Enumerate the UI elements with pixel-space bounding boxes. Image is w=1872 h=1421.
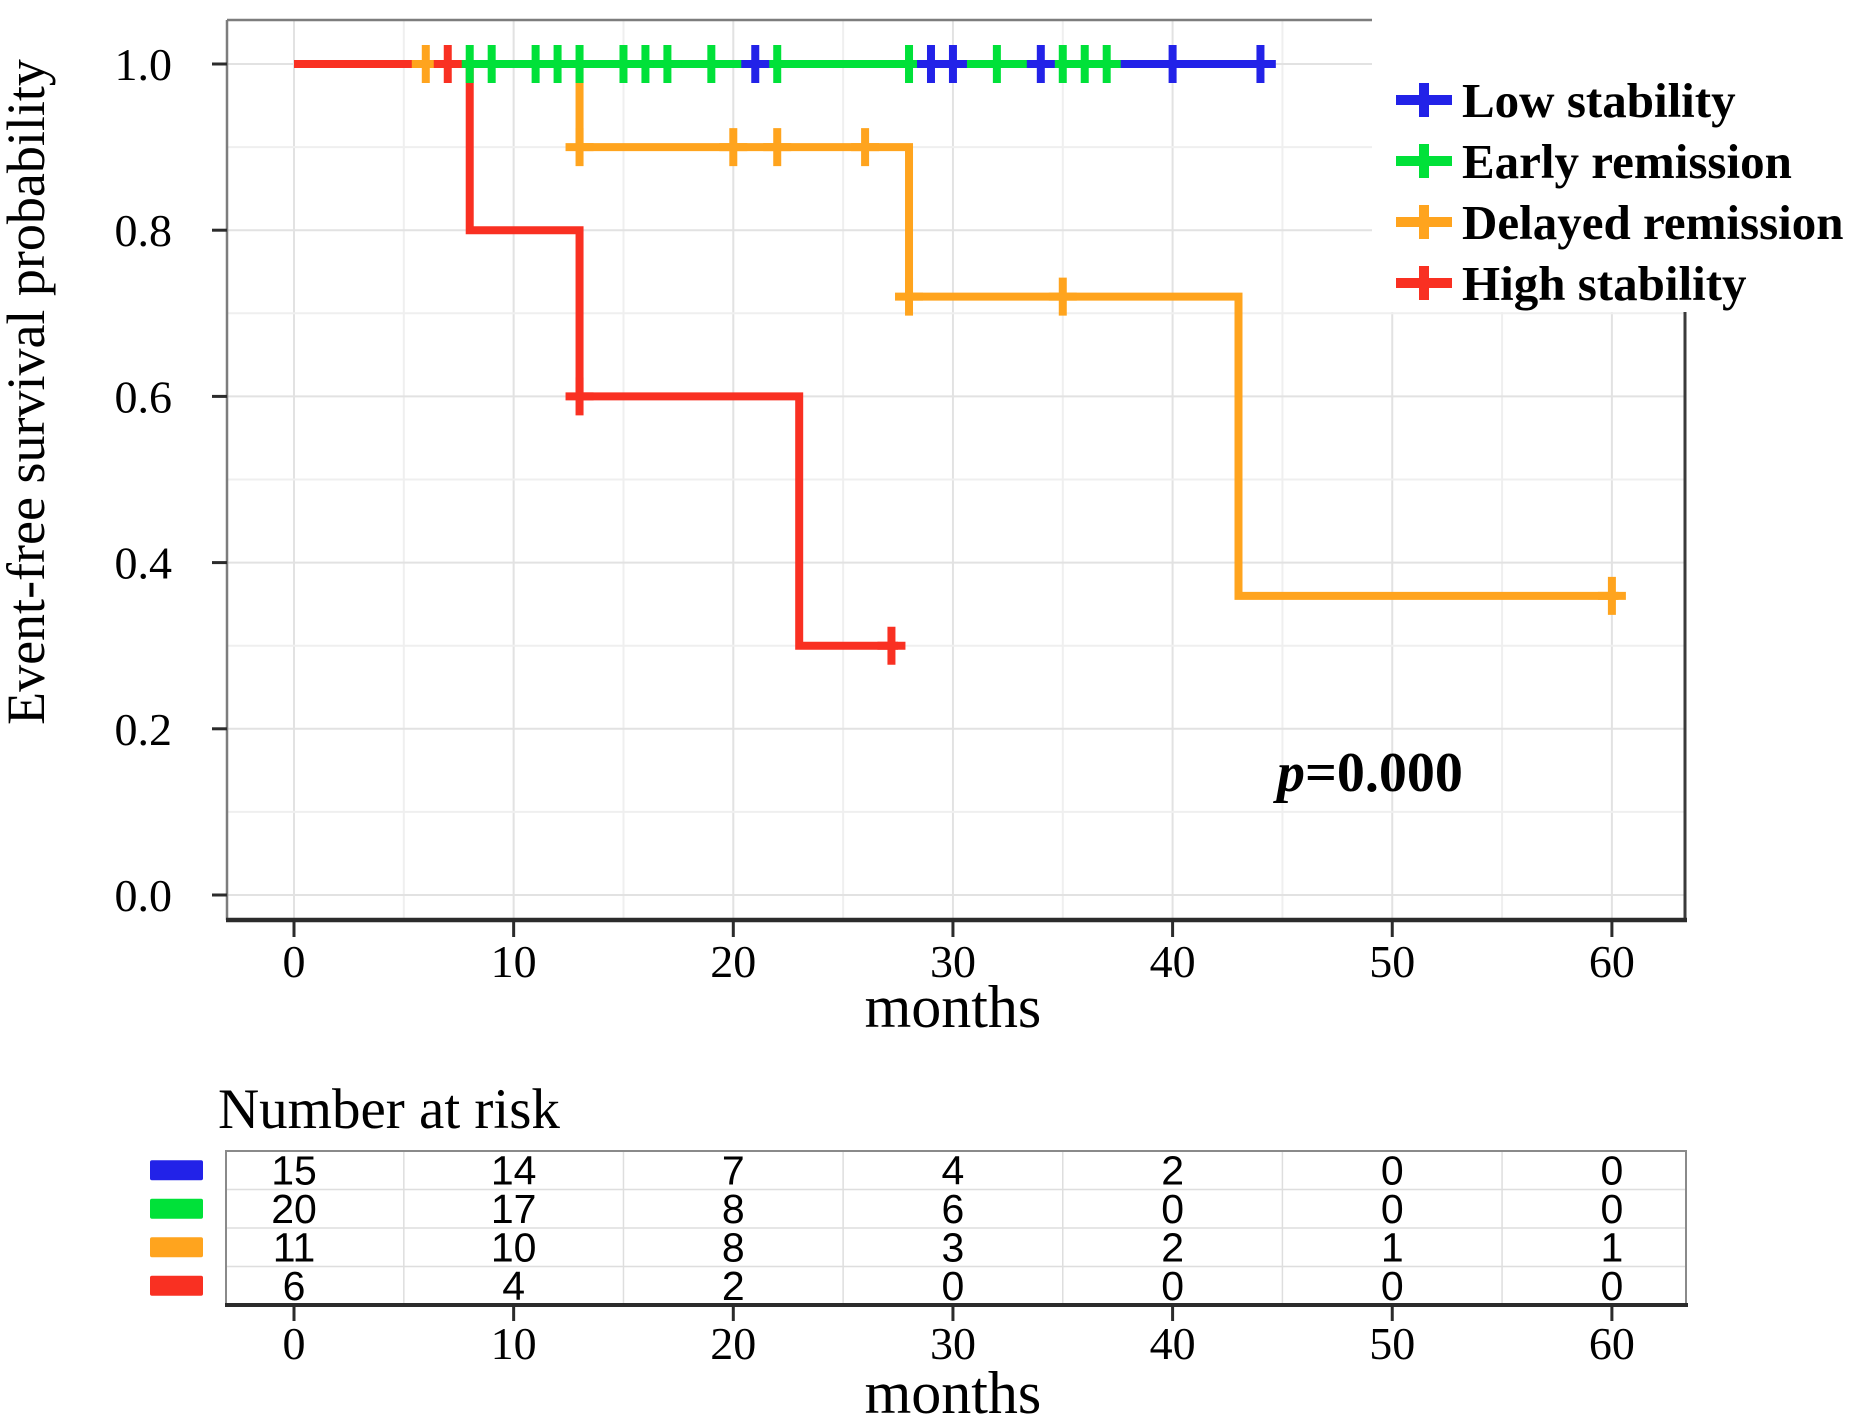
risk-count-early-remission-m10: 17 [491, 1186, 537, 1232]
legend-item-early-remission: Early remission [1396, 134, 1792, 189]
risk-count-high-stability-m0: 6 [283, 1263, 306, 1309]
risk-x-tick-label: 30 [930, 1318, 976, 1369]
risk-count-low-stability-m30: 4 [942, 1147, 965, 1193]
censor-marks [411, 45, 1626, 665]
risk-x-tick-label: 10 [491, 1318, 537, 1369]
risk-count-delayed-remission-m10: 10 [491, 1224, 537, 1270]
risk-count-low-stability-m60: 0 [1600, 1147, 1623, 1193]
risk-row-delayed-remission: 11 10 8 3 2 1 1 [150, 1224, 1623, 1270]
risk-row-swatch-high-stability [150, 1275, 203, 1296]
risk-x-tick-label: 50 [1369, 1318, 1415, 1369]
censor-marks-early-remission [455, 45, 1121, 83]
risk-count-high-stability-m10: 4 [502, 1263, 525, 1309]
p-value-number: =0.000 [1305, 742, 1463, 804]
risk-row-swatch-low-stability [150, 1160, 203, 1181]
x-tick-label: 0 [283, 936, 306, 987]
risk-count-delayed-remission-m0: 11 [273, 1224, 316, 1270]
y-tick-label: 1.0 [115, 39, 173, 90]
censor-marks-low-stability [741, 45, 1275, 83]
risk-x-tick-label: 20 [710, 1318, 756, 1369]
risk-count-early-remission-m50: 0 [1381, 1186, 1404, 1232]
legend-key-icon-low-stability [1396, 83, 1452, 117]
y-tick-label: 0.6 [115, 371, 173, 422]
plot-panel-border [225, 18, 1687, 923]
legend-label-high-stability: High stability [1462, 256, 1747, 311]
legend-background [1372, 0, 1872, 312]
risk-count-high-stability-m20: 2 [722, 1263, 745, 1309]
legend-item-delayed-remission: Delayed remission [1396, 195, 1844, 250]
risk-count-early-remission-m20: 8 [722, 1186, 745, 1232]
censor-marks-high-stability [433, 45, 906, 665]
risk-count-delayed-remission-m30: 3 [942, 1224, 965, 1270]
survival-curve-high-stability [294, 60, 899, 650]
risk-count-low-stability-m0: 15 [271, 1147, 317, 1193]
x-tick-label: 40 [1150, 936, 1196, 987]
risk-count-early-remission-m0: 20 [271, 1186, 317, 1232]
legend: Low stability Early remission Delayed remi… [1372, 0, 1872, 312]
y-tick-label: 0.8 [115, 205, 173, 256]
legend-label-early-remission: Early remission [1462, 134, 1792, 189]
risk-count-low-stability-m40: 2 [1161, 1147, 1184, 1193]
risk-count-delayed-remission-m50: 1 [1381, 1224, 1404, 1270]
legend-key-icon-early-remission [1396, 144, 1452, 178]
x-tick-label: 10 [491, 936, 537, 987]
x-tick-label: 50 [1369, 936, 1415, 987]
risk-x-tick-label: 60 [1589, 1318, 1635, 1369]
risk-row-swatch-delayed-remission [150, 1237, 203, 1258]
legend-label-low-stability: Low stability [1462, 73, 1736, 128]
risk-x-axis-title: months [865, 1360, 1042, 1421]
risk-row-low-stability: 15 14 7 4 2 0 0 [150, 1147, 1623, 1193]
risk-count-delayed-remission-m40: 2 [1161, 1224, 1184, 1270]
risk-count-early-remission-m30: 6 [942, 1186, 965, 1232]
y-tick-label: 0.2 [115, 704, 173, 755]
risk-count-high-stability-m50: 0 [1381, 1263, 1404, 1309]
gridlines [227, 20, 1685, 920]
risk-count-high-stability-m60: 0 [1600, 1263, 1623, 1309]
risk-count-early-remission-m60: 0 [1600, 1186, 1623, 1232]
risk-count-low-stability-m10: 14 [491, 1147, 537, 1193]
x-tick-label: 60 [1589, 936, 1635, 987]
risk-row-early-remission: 20 17 8 6 0 0 0 [150, 1186, 1623, 1232]
risk-count-low-stability-m20: 7 [722, 1147, 745, 1193]
legend-key-icon-high-stability [1396, 266, 1452, 300]
x-tick-label: 30 [930, 936, 976, 987]
risk-count-low-stability-m50: 0 [1381, 1147, 1404, 1193]
risk-row-swatch-early-remission [150, 1198, 203, 1219]
legend-item-high-stability: High stability [1396, 256, 1747, 311]
risk-table-title: Number at risk [218, 1078, 560, 1141]
curve-line-high-stability [294, 60, 899, 650]
risk-count-high-stability-m40: 0 [1161, 1263, 1184, 1309]
risk-x-tick-label: 0 [283, 1318, 306, 1369]
axes: 1.0 0.8 0.6 0.4 0.2 0.0 0 10 20 30 40 50 60 months Eve… [0, 39, 1635, 1040]
p-value-label: p=0.000 [1273, 742, 1463, 804]
y-axis-title: Event-free survival probability [0, 59, 56, 725]
risk-x-tick-label: 40 [1150, 1318, 1196, 1369]
risk-row-high-stability: 6 4 2 0 0 0 0 [150, 1263, 1623, 1309]
legend-key-icon-delayed-remission [1396, 205, 1452, 239]
risk-count-high-stability-m30: 0 [942, 1263, 965, 1309]
x-axis-title: months [865, 974, 1042, 1040]
risk-count-delayed-remission-m20: 8 [722, 1224, 745, 1270]
risk-count-early-remission-m40: 0 [1161, 1186, 1184, 1232]
legend-label-delayed-remission: Delayed remission [1462, 195, 1844, 250]
x-tick-label: 20 [710, 936, 756, 987]
y-tick-label: 0.0 [115, 870, 173, 921]
y-tick-label: 0.4 [115, 538, 173, 589]
legend-item-low-stability: Low stability [1396, 73, 1736, 128]
risk-count-delayed-remission-m60: 1 [1600, 1224, 1623, 1270]
p-value-symbol: p [1273, 742, 1305, 804]
